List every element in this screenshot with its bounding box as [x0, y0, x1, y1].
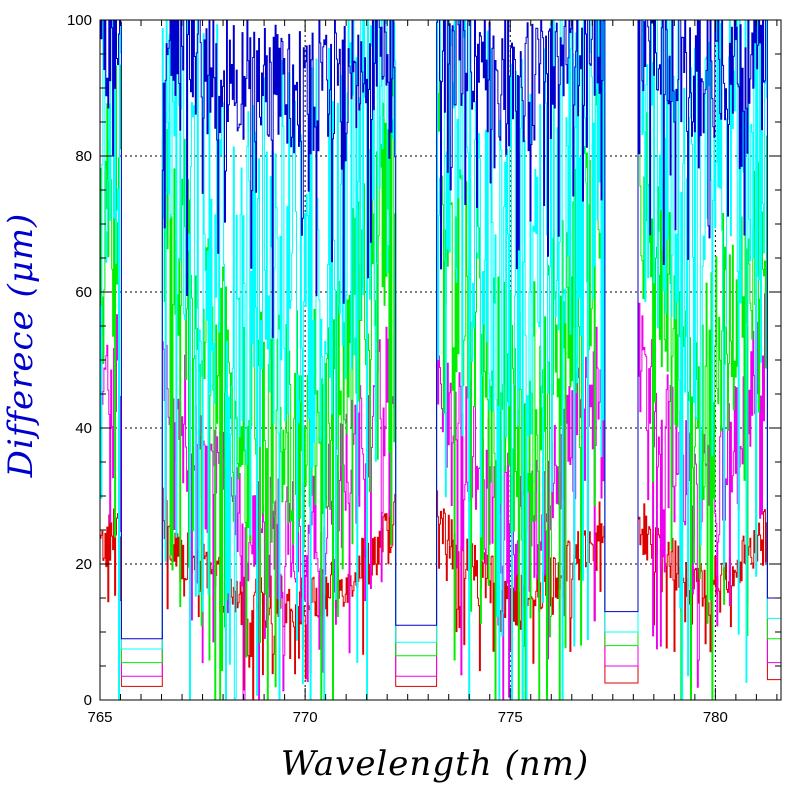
- x-tick-label: 765: [87, 709, 112, 726]
- x-axis-title: Wavelength (nm): [281, 744, 589, 784]
- y-tick-label: 20: [75, 556, 92, 573]
- series-layer: [100, 19, 781, 701]
- y-axis-title: Differece (μm): [1, 213, 41, 479]
- y-tick-label: 80: [75, 148, 92, 165]
- x-tick-label: 775: [498, 709, 523, 726]
- y-tick-label: 100: [67, 12, 92, 29]
- x-tick-label: 780: [703, 709, 728, 726]
- x-tick-label: 770: [293, 709, 318, 726]
- series-line-red: [100, 487, 781, 700]
- series-line-blue: [100, 19, 781, 640]
- y-tick-label: 0: [84, 692, 92, 709]
- y-tick-label: 60: [75, 284, 92, 301]
- y-tick-label: 40: [75, 420, 92, 437]
- tick-layer: 765 770 775 780 0 20 40 60 80 100: [67, 12, 781, 726]
